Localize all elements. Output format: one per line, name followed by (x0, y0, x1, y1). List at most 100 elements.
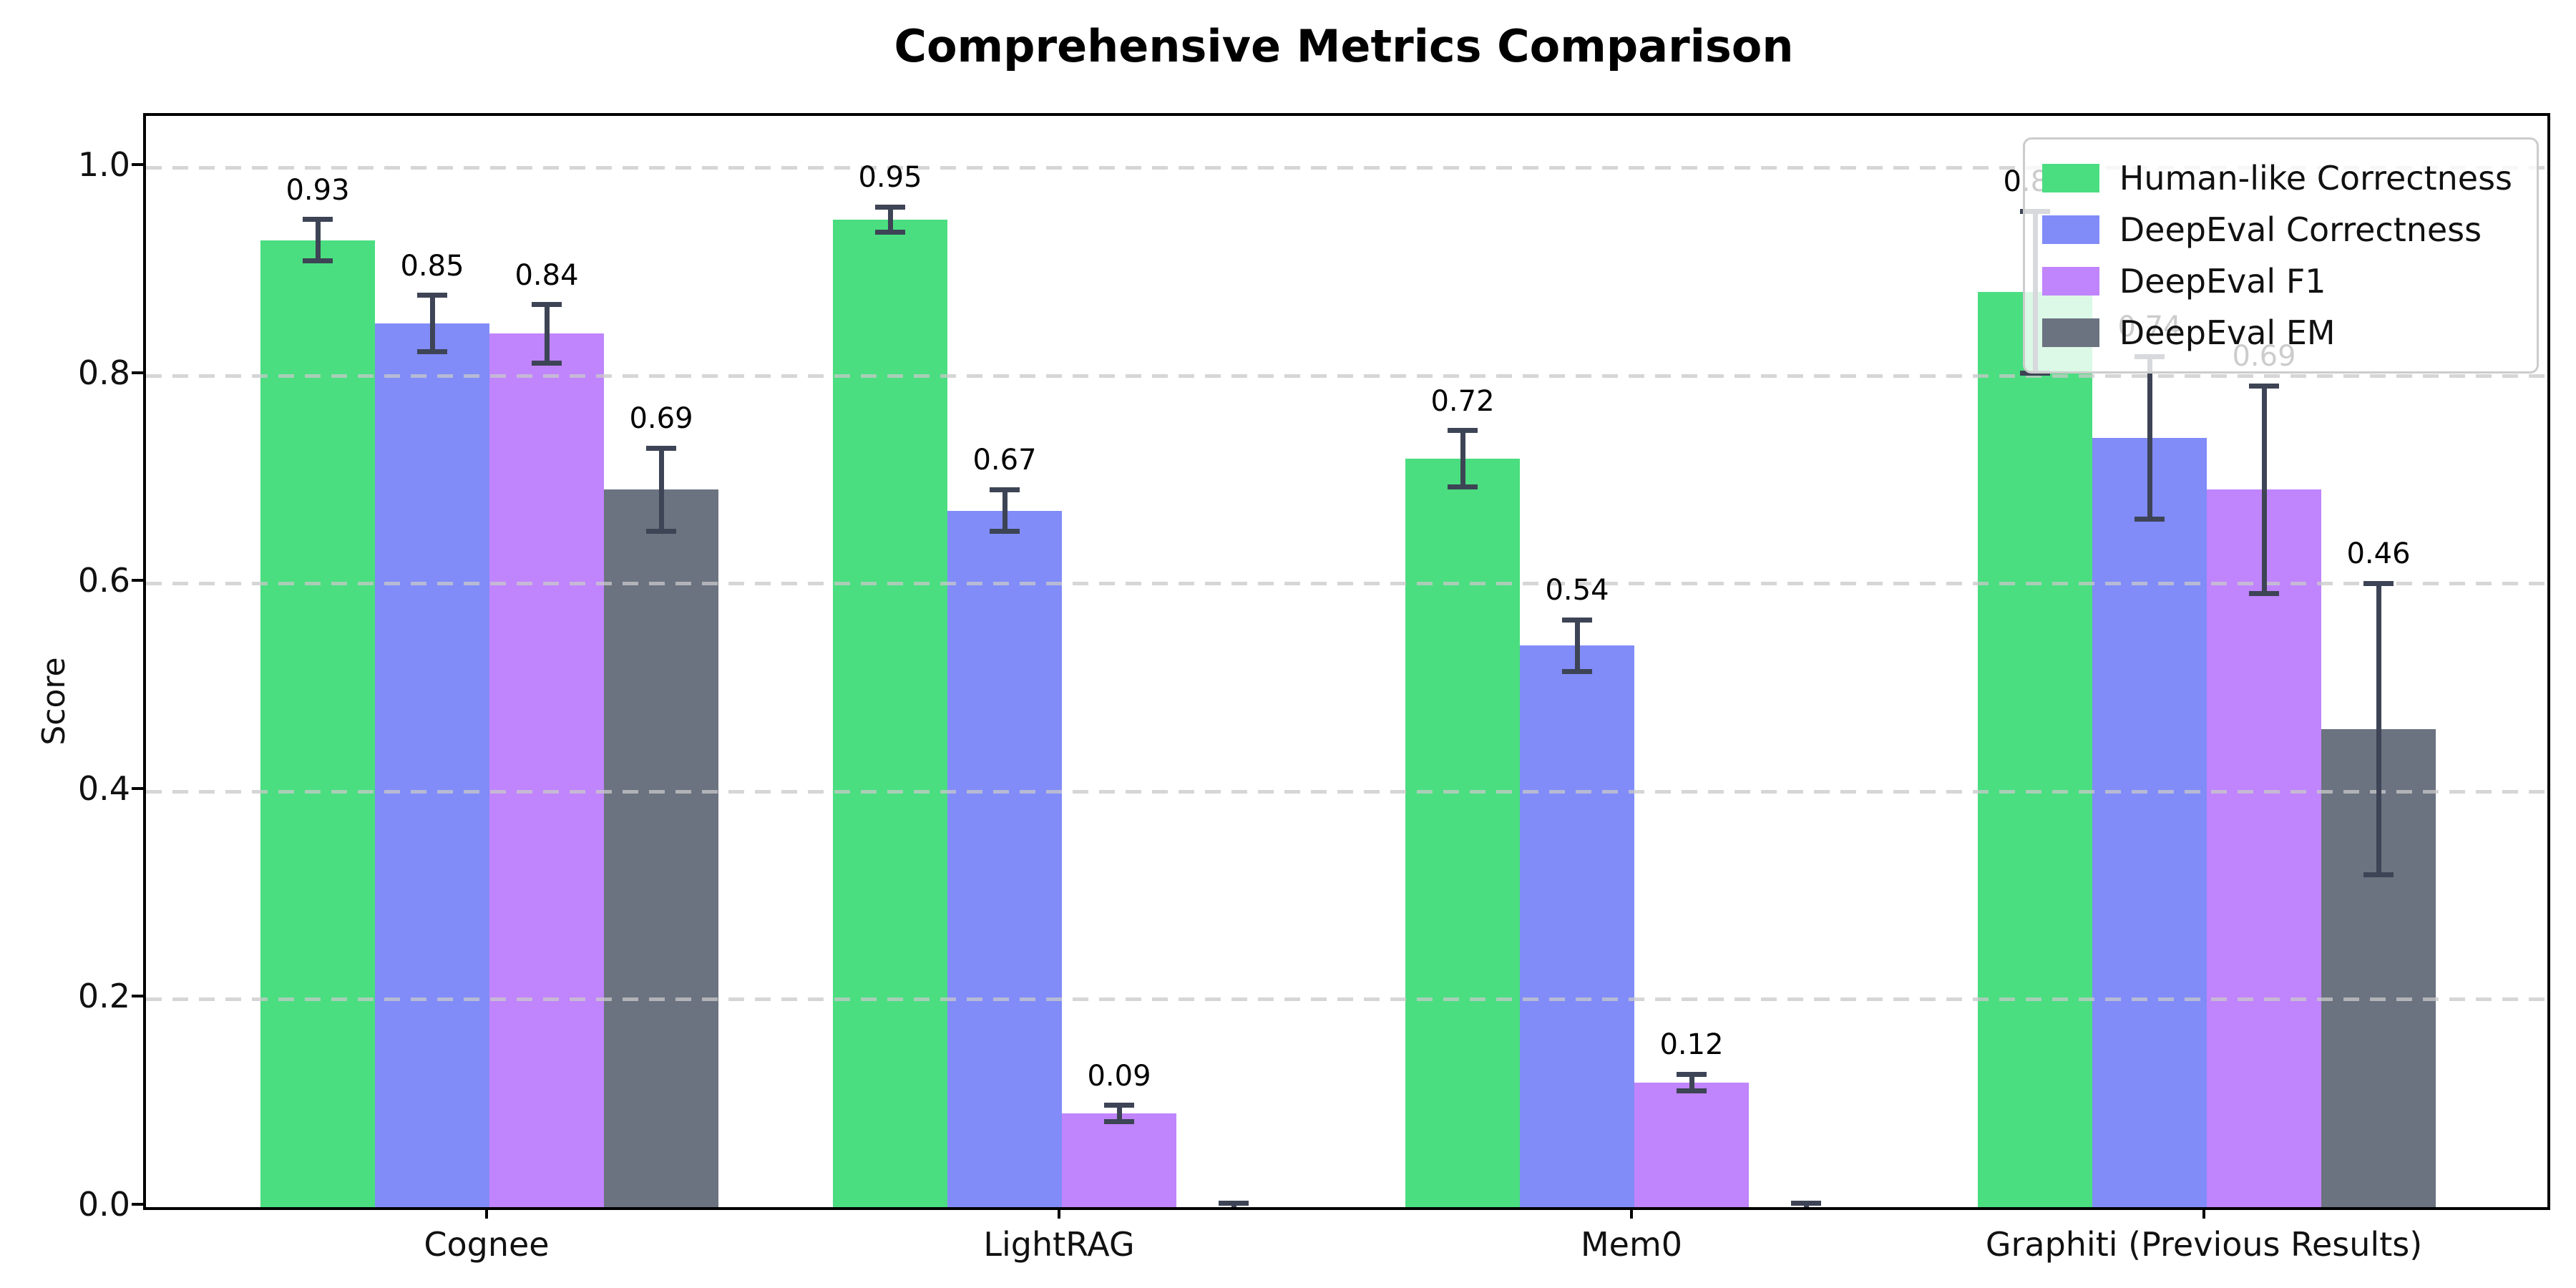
legend-label: DeepEval Correctness (2119, 210, 2482, 249)
bar-deepeval-f1-4 (2207, 489, 2321, 1207)
error-bar-cap-bottom (303, 258, 333, 264)
error-bar-cap-top (1448, 428, 1478, 434)
error-bar-line (1689, 1074, 1694, 1091)
y-tick-mark (132, 579, 143, 582)
error-bar-line (1574, 620, 1580, 672)
bar-value-label: 0.54 (1545, 574, 1609, 608)
x-tick-label-4: Graphiti (Previous Results) (1985, 1225, 2423, 1264)
error-bar-line (1002, 489, 1008, 532)
bar-value-label: 0.85 (400, 249, 464, 283)
error-bar-cap-bottom (990, 529, 1020, 535)
x-tick-mark (2202, 1207, 2205, 1219)
chart-title: Comprehensive Metrics Comparison (894, 20, 1794, 72)
bar-value-label: 0.09 (1087, 1059, 1151, 1093)
error-bar-line (315, 219, 321, 261)
x-tick-mark (1058, 1207, 1060, 1219)
legend-swatch (2041, 215, 2099, 244)
legend-swatch (2041, 164, 2099, 192)
error-bar-line (887, 207, 893, 233)
gridline-y-0.8 (146, 374, 2547, 378)
error-bar-cap-bottom (2135, 516, 2165, 522)
y-tick-label: 0.6 (77, 561, 130, 600)
legend-row: DeepEval Correctness (2041, 204, 2512, 255)
bar-value-label: 0.84 (514, 258, 579, 292)
gridline-y-0.6 (146, 582, 2547, 586)
legend-label: DeepEval EM (2119, 313, 2336, 352)
error-bar-cap-top (417, 293, 447, 298)
error-bar-line (1460, 430, 1465, 487)
error-bar-line (429, 295, 435, 352)
x-tick-mark (1630, 1207, 1633, 1219)
error-bar-cap-top (1219, 1200, 1249, 1206)
y-tick-label: 0.2 (77, 977, 130, 1016)
error-bar-cap-top (2363, 580, 2394, 586)
bar-human-like-correctness-2 (833, 219, 947, 1207)
y-tick-mark (132, 163, 143, 166)
legend-items: Human-like Correctness DeepEval Correctne… (2041, 152, 2512, 358)
bar-value-label: 0.95 (858, 161, 922, 195)
bar-deepeval-correctness-4 (2092, 437, 2207, 1207)
y-axis-label: Score (36, 657, 72, 746)
gridline-y-0.4 (146, 789, 2547, 794)
bar-human-like-correctness-1 (260, 240, 375, 1207)
error-bar-line (2376, 583, 2381, 875)
bar-human-like-correctness-3 (1405, 458, 1520, 1207)
error-bar-cap-bottom (1791, 1209, 1821, 1210)
error-bar-cap-top (532, 302, 562, 308)
error-bar-cap-top (875, 204, 905, 210)
y-tick-label: 1.0 (77, 145, 130, 184)
bar-deepeval-correctness-2 (947, 510, 1062, 1207)
bar-deepeval-f1-1 (489, 333, 604, 1207)
legend-swatch (2041, 267, 2099, 296)
error-bar-cap-bottom (1448, 484, 1478, 489)
y-tick-label: 0.8 (77, 353, 130, 392)
bar-value-label: 0.72 (1430, 384, 1495, 418)
error-bar-cap-top (1791, 1200, 1821, 1206)
error-bar-cap-bottom (1677, 1088, 1707, 1093)
legend-swatch (2041, 318, 2099, 347)
x-tick-mark (485, 1207, 488, 1219)
error-bar-cap-top (1562, 617, 1592, 623)
y-tick-label: 0.4 (77, 769, 130, 808)
plot-area: 0.930.950.720.880.850.670.540.740.840.09… (143, 113, 2550, 1210)
error-bar-cap-bottom (1219, 1209, 1249, 1210)
bar-deepeval-em-1 (604, 489, 718, 1207)
gridline-y-1 (146, 166, 2547, 170)
bar-value-label: 0.67 (972, 444, 1037, 477)
bar-deepeval-f1-2 (1062, 1113, 1176, 1207)
bar-value-label: 0.12 (1659, 1028, 1724, 1062)
error-bar-cap-bottom (1104, 1119, 1134, 1125)
y-tick-mark (132, 786, 143, 790)
bar-deepeval-correctness-3 (1520, 645, 1634, 1207)
bar-human-like-correctness-4 (1978, 292, 2092, 1207)
x-tick-label-2: LightRAG (983, 1225, 1135, 1264)
legend-row: Human-like Correctness (2041, 152, 2512, 204)
y-tick-mark (132, 371, 143, 374)
bar-value-label: 0.46 (2346, 537, 2411, 571)
y-tick-mark (132, 995, 143, 998)
error-bar-cap-bottom (417, 348, 447, 354)
error-bar-line (658, 448, 664, 532)
error-bar-line (1116, 1105, 1122, 1122)
legend-row: DeepEval EM (2041, 307, 2512, 358)
error-bar-cap-top (303, 217, 333, 223)
y-tick-label: 0.0 (77, 1185, 130, 1224)
bar-deepeval-f1-3 (1634, 1082, 1749, 1207)
x-tick-label-1: Cognee (424, 1225, 550, 1264)
y-tick-mark (132, 1203, 143, 1206)
error-bar-cap-bottom (532, 360, 562, 366)
legend-row: DeepEval F1 (2041, 255, 2512, 307)
bar-deepeval-correctness-1 (375, 323, 489, 1207)
gridline-y-0.2 (146, 997, 2547, 1002)
error-bar-cap-top (646, 445, 676, 451)
bar-value-label: 0.93 (286, 173, 350, 207)
legend-label: DeepEval F1 (2119, 262, 2326, 301)
error-bar-cap-top (990, 487, 1020, 492)
error-bar-cap-bottom (1562, 669, 1592, 675)
error-bar-line (2147, 356, 2152, 519)
error-bar-line (544, 304, 550, 364)
error-bar-cap-bottom (2363, 872, 2394, 877)
legend: Human-like Correctness DeepEval Correctne… (2022, 137, 2539, 374)
error-bar-cap-top (2249, 383, 2279, 389)
